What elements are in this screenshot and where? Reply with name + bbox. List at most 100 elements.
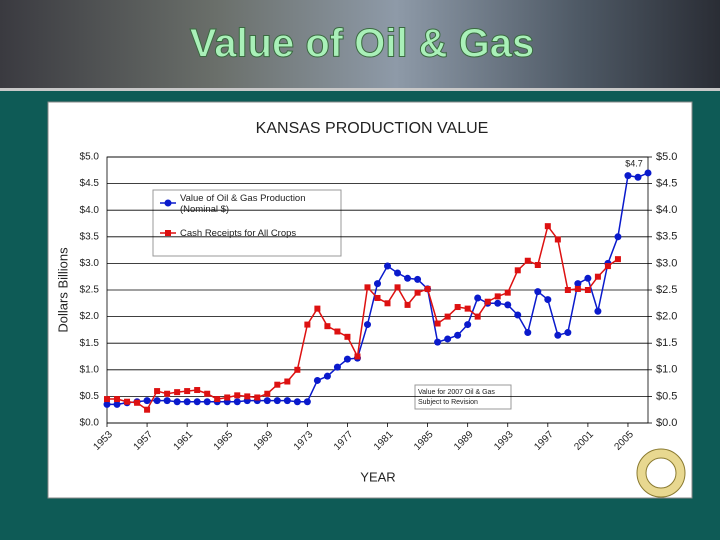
marker [524, 329, 532, 337]
marker [173, 398, 181, 406]
marker [504, 301, 512, 309]
marker [374, 294, 381, 301]
marker [474, 313, 481, 320]
x-axis-label: YEAR [360, 469, 395, 484]
marker [284, 378, 291, 385]
marker [324, 323, 331, 330]
marker [153, 397, 161, 405]
marker [254, 394, 261, 401]
marker [484, 298, 491, 305]
marker [194, 387, 201, 394]
y-tick-label: $0.0 [80, 418, 100, 429]
marker [174, 389, 181, 396]
y2-tick-label: $4.5 [656, 178, 677, 190]
marker [514, 267, 521, 274]
marker [394, 269, 402, 277]
seal-inner [645, 457, 677, 489]
chart-title: KANSAS PRODUCTION VALUE [256, 120, 489, 137]
marker [564, 287, 571, 293]
marker [344, 333, 351, 340]
marker [614, 256, 621, 263]
y-tick-label: $4.5 [80, 178, 100, 189]
marker [444, 313, 451, 320]
marker [224, 394, 231, 401]
legend-label: Value of Oil & Gas Production (Nominal $) [180, 193, 306, 215]
photo-banner [0, 0, 720, 88]
marker [143, 397, 151, 405]
y-tick-label: $2.5 [80, 285, 100, 296]
legend-text: Cash Receipts for All Crops [180, 228, 296, 239]
marker [144, 406, 151, 413]
marker [594, 307, 602, 315]
marker [594, 273, 601, 280]
marker [244, 393, 251, 400]
y2-tick-label: $0.5 [656, 390, 677, 402]
marker [263, 397, 271, 405]
y2-tick-label: $1.5 [656, 337, 677, 349]
marker [304, 321, 311, 328]
slide-title: Value of Oil & Gas [190, 22, 535, 66]
marker [454, 331, 462, 339]
marker [164, 390, 171, 397]
marker [363, 321, 371, 329]
marker [634, 173, 642, 181]
marker [214, 396, 221, 403]
marker [574, 280, 582, 288]
marker [204, 390, 211, 397]
marker [103, 400, 111, 408]
y2-tick-label: $3.0 [656, 257, 677, 269]
marker [134, 399, 141, 406]
marker [414, 275, 422, 283]
marker [274, 381, 281, 388]
marker [203, 398, 211, 406]
marker [184, 388, 191, 395]
marker [163, 397, 171, 405]
marker [424, 285, 431, 292]
y-axis-label: Dollars Billions [55, 247, 70, 333]
marker [294, 366, 301, 373]
marker [474, 294, 482, 302]
marker [303, 398, 311, 406]
marker [454, 304, 461, 311]
marker [504, 289, 511, 296]
marker [234, 392, 241, 399]
marker [434, 320, 441, 327]
y2-tick-label: $2.5 [656, 284, 677, 296]
legend-text: (Nominal $) [180, 204, 229, 215]
marker [464, 321, 472, 329]
marker [434, 338, 442, 346]
marker [394, 284, 401, 291]
banner-rule [0, 88, 720, 91]
chart-panel [47, 101, 693, 499]
marker [334, 328, 341, 335]
marker [233, 398, 241, 406]
marker [124, 398, 131, 405]
marker [584, 274, 592, 282]
seal [636, 448, 686, 498]
y-tick-label: $2.0 [80, 311, 100, 322]
y2-tick-label: $1.0 [656, 364, 677, 376]
y-tick-label: $1.0 [80, 364, 100, 375]
y2-tick-label: $0.0 [656, 417, 677, 429]
marker [154, 388, 161, 395]
point-annotation: $4.7 [625, 158, 643, 168]
marker [414, 289, 421, 296]
y2-tick-label: $3.5 [656, 231, 677, 243]
marker [534, 288, 542, 296]
series-line [107, 224, 619, 411]
marker [323, 372, 331, 380]
marker [273, 397, 281, 405]
note-box [414, 384, 512, 410]
marker [464, 305, 471, 312]
legend-marker [165, 230, 171, 236]
marker [544, 223, 551, 230]
marker [293, 398, 301, 406]
legend-label: Cash Receipts for All Crops [180, 228, 296, 239]
note: Value for 2007 Oil & Gas [418, 389, 495, 396]
marker [554, 236, 561, 243]
y-tick-label: $0.5 [80, 391, 100, 402]
y-tick-label: $4.0 [80, 205, 100, 216]
y-tick-label: $3.0 [80, 258, 100, 269]
marker [374, 280, 381, 288]
